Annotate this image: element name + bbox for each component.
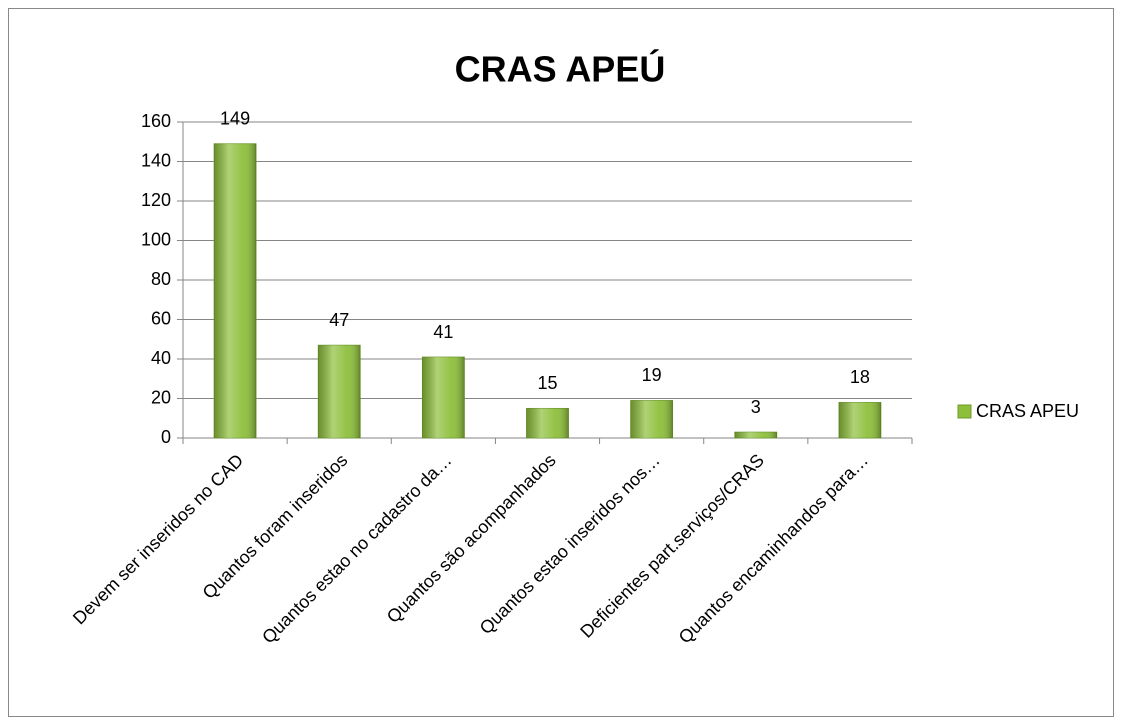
bar-shade — [630, 400, 673, 438]
data-label: 15 — [537, 373, 557, 393]
data-label: 47 — [329, 310, 349, 330]
y-tick-label: 140 — [141, 150, 171, 170]
data-label: 18 — [850, 367, 870, 387]
data-label: 149 — [220, 108, 250, 128]
data-label: 19 — [642, 365, 662, 385]
data-label: 41 — [433, 322, 453, 342]
bar-shade — [214, 143, 257, 438]
y-tick-label: 40 — [151, 348, 171, 368]
legend-swatch — [957, 404, 972, 419]
y-tick-label: 100 — [141, 229, 171, 249]
bar-shade — [318, 345, 361, 438]
y-tick-label: 0 — [161, 427, 171, 447]
y-tick-label: 60 — [151, 308, 171, 328]
bar-shade — [526, 408, 569, 438]
data-label: 3 — [751, 397, 761, 417]
chart-title: CRAS APEÚ — [455, 48, 666, 90]
y-tick-label: 160 — [141, 111, 171, 131]
bar-shade — [838, 402, 881, 438]
bar-shade — [734, 432, 777, 438]
bar-shade — [422, 357, 465, 438]
chart-border — [8, 8, 1114, 717]
y-tick-label: 20 — [151, 387, 171, 407]
y-tick-label: 80 — [151, 269, 171, 289]
legend-label: CRAS APEU — [976, 401, 1079, 421]
y-tick-label: 120 — [141, 190, 171, 210]
